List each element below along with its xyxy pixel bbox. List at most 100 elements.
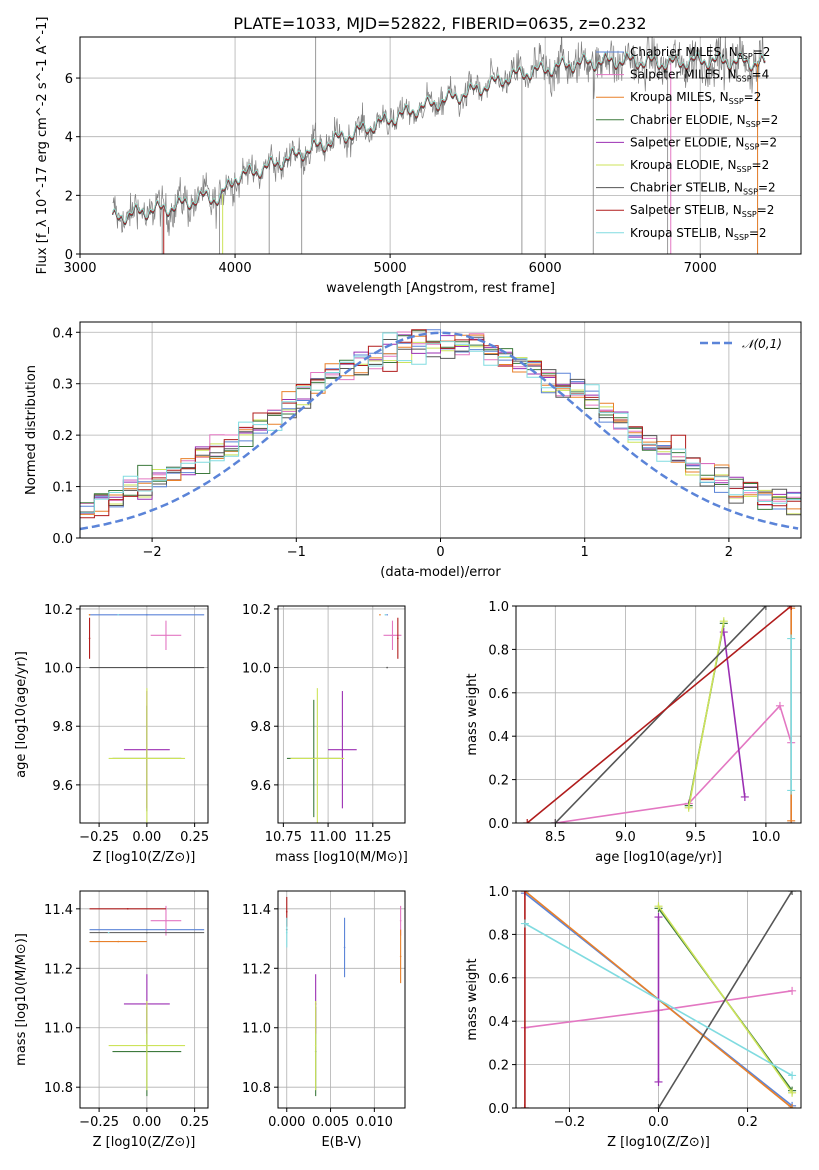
x-tick-label: 0.25: [180, 830, 209, 845]
weight-marker: [788, 1071, 797, 1080]
y-tick-label: 0.8: [488, 643, 509, 658]
data-point: [165, 919, 167, 922]
x-tick-label: 0.0: [648, 1115, 669, 1130]
weight-marker: [787, 634, 796, 643]
legend-subscript: SSP: [742, 210, 757, 219]
x-tick-label: −0.2: [554, 1115, 586, 1130]
model-spectrum-line: [112, 51, 766, 224]
legend-text: Salpeter STELIB, N: [630, 203, 742, 217]
legend-subscript: SSP: [737, 75, 752, 84]
y-tick-label: 0.0: [488, 817, 509, 832]
data-point: [285, 911, 288, 913]
legend-entry: Salpeter STELIB, NSSP=2: [630, 203, 774, 219]
weight-marker: [654, 1077, 663, 1086]
x-tick-label: 6000: [529, 261, 562, 276]
legend-entry: Kroupa MILES, NSSP=2: [630, 90, 761, 106]
legend-text: Salpeter MILES, N: [630, 68, 737, 82]
weight-marker: [761, 606, 770, 610]
y-tick-label: 0.6: [488, 972, 509, 987]
x-axis-label: Z [log10(Z/Z⊙)]: [93, 850, 196, 865]
x-tick-label: −1: [287, 545, 306, 560]
weight-line: [526, 606, 792, 823]
x-tick-label: 0.25: [180, 1115, 209, 1130]
data-point: [285, 931, 288, 934]
y-tick-label: 10.2: [44, 603, 73, 618]
y-tick-label: 10.0: [44, 662, 73, 677]
y-tick-label: 0.2: [488, 774, 509, 789]
x-axis-label: wavelength [Angstrom, rest frame]: [326, 281, 555, 296]
data-point: [399, 955, 402, 958]
y-tick-label: 9.8: [52, 720, 73, 735]
weight-marker: [719, 617, 728, 626]
errorbar-plot-area: [88, 613, 205, 823]
legend-entry: Kroupa STELIB, NSSP=2: [630, 226, 767, 242]
y-tick-label: 0.3: [52, 378, 73, 393]
axes-frame: [79, 890, 209, 1109]
y-tick-label: 10.8: [242, 1081, 271, 1096]
x-tick-label: 7000: [684, 261, 717, 276]
data-point: [146, 613, 148, 616]
data-point: [117, 613, 120, 616]
legend-text: =2: [744, 90, 762, 104]
weight-marker: [684, 803, 693, 812]
y-tick-label: 0.2: [488, 1059, 509, 1074]
y-tick-label: 11.4: [242, 903, 271, 918]
weight-marker: [520, 919, 529, 928]
data-point: [386, 613, 388, 616]
y-tick-label: 0.8: [488, 928, 509, 943]
legend-text: =2: [757, 203, 775, 217]
weight-line: [687, 621, 725, 808]
legend-text: Kroupa STELIB, N: [630, 226, 734, 240]
weight-marker: [788, 1104, 797, 1108]
weight-marker: [654, 1104, 663, 1108]
weight-marker: [787, 786, 796, 795]
legend-subscript: SSP: [743, 188, 758, 197]
legend-text: =2: [752, 158, 770, 172]
legend-text: =2: [753, 45, 771, 59]
data-point: [165, 634, 167, 637]
y-tick-label: 0.0: [488, 1102, 509, 1117]
data-point: [316, 757, 319, 760]
x-tick-label: −2: [143, 545, 162, 560]
data-point: [146, 666, 148, 669]
x-axis-label: Z [log10(Z/Z⊙)]: [93, 1135, 196, 1150]
x-axis-label: Z [log10(Z/Z⊙)]: [607, 1135, 710, 1150]
y-axis-label: Normed distribution: [24, 365, 39, 495]
data-point: [146, 928, 148, 931]
x-tick-label: 11.00: [309, 830, 346, 845]
errorbar-plot-area: [89, 905, 205, 1097]
legend-entry: Kroupa ELODIE, NSSP=2: [630, 158, 769, 174]
data-point: [88, 637, 91, 640]
weight-line: [524, 922, 793, 1077]
legend-entry: Salpeter MILES, NSSP=4: [630, 68, 769, 84]
weight-marker: [788, 1088, 797, 1097]
axes-frame: [515, 605, 802, 824]
y-tick-label: 0.4: [488, 730, 509, 745]
x-tick-label: 4000: [219, 261, 252, 276]
axes-frame: [277, 890, 406, 1109]
y-tick-label: 10.0: [242, 662, 271, 677]
x-tick-label: 0.2: [737, 1115, 758, 1130]
axes-frame: [277, 605, 406, 824]
axes-frame: [79, 36, 802, 255]
x-tick-label: −0.25: [79, 1115, 119, 1130]
weight-line: [657, 891, 793, 1108]
x-tick-label: 0.00: [132, 830, 161, 845]
y-axis-label: mass weight: [465, 673, 480, 755]
y-tick-label: 0: [65, 248, 73, 263]
data-point: [384, 613, 387, 616]
data-point: [107, 931, 110, 934]
data-point: [379, 613, 381, 616]
weight-marker: [654, 913, 663, 922]
legend-text: =2: [758, 181, 776, 195]
y-tick-label: 11.4: [44, 903, 73, 918]
y-tick-label: 11.0: [44, 1022, 73, 1037]
x-tick-label: 5000: [374, 261, 407, 276]
data-point: [397, 637, 399, 640]
x-tick-label: 0: [436, 545, 444, 560]
y-axis-label: mass weight: [465, 958, 480, 1040]
data-point: [146, 931, 148, 934]
weight-line: [554, 606, 767, 823]
legend-text: =2: [761, 113, 779, 127]
weight-marker: [520, 891, 529, 895]
